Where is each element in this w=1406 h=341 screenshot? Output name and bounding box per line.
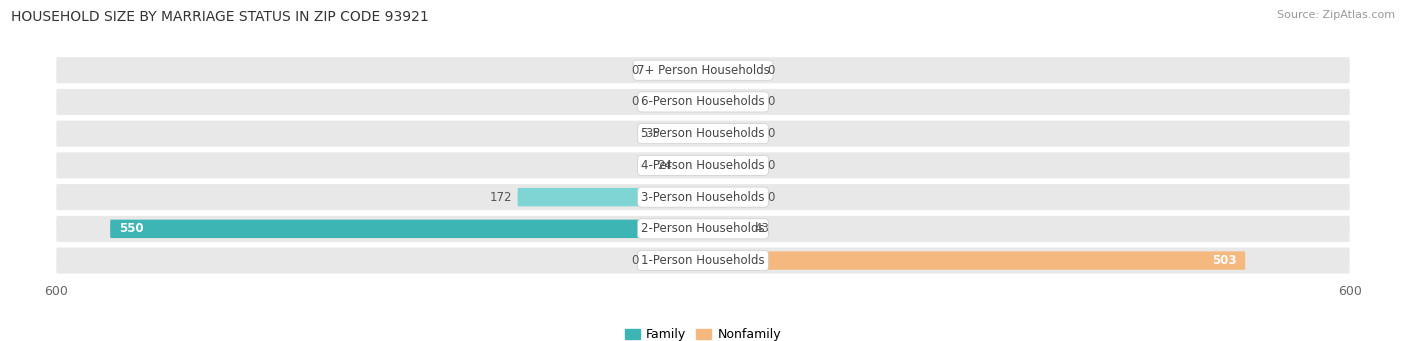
FancyBboxPatch shape <box>678 156 703 175</box>
FancyBboxPatch shape <box>703 156 762 175</box>
Text: Source: ZipAtlas.com: Source: ZipAtlas.com <box>1277 10 1395 20</box>
Text: 0: 0 <box>631 254 638 267</box>
FancyBboxPatch shape <box>56 152 1350 178</box>
Legend: Family, Nonfamily: Family, Nonfamily <box>620 324 786 341</box>
Text: 4-Person Households: 4-Person Households <box>641 159 765 172</box>
Text: 0: 0 <box>631 95 638 108</box>
Text: 35: 35 <box>645 127 659 140</box>
Text: 43: 43 <box>755 222 769 235</box>
Text: 6-Person Households: 6-Person Households <box>641 95 765 108</box>
Text: 0: 0 <box>768 95 775 108</box>
FancyBboxPatch shape <box>56 216 1350 242</box>
FancyBboxPatch shape <box>703 124 762 143</box>
FancyBboxPatch shape <box>703 93 762 111</box>
FancyBboxPatch shape <box>644 93 703 111</box>
Text: 5-Person Households: 5-Person Households <box>641 127 765 140</box>
Text: 1-Person Households: 1-Person Households <box>641 254 765 267</box>
Text: 2-Person Households: 2-Person Households <box>641 222 765 235</box>
FancyBboxPatch shape <box>665 124 703 143</box>
Text: 0: 0 <box>768 159 775 172</box>
FancyBboxPatch shape <box>56 121 1350 147</box>
Text: 0: 0 <box>768 127 775 140</box>
FancyBboxPatch shape <box>56 57 1350 83</box>
Text: 0: 0 <box>768 64 775 77</box>
Text: 550: 550 <box>118 222 143 235</box>
FancyBboxPatch shape <box>517 188 703 206</box>
FancyBboxPatch shape <box>644 61 703 79</box>
Text: 7+ Person Households: 7+ Person Households <box>637 64 769 77</box>
Text: 3-Person Households: 3-Person Households <box>641 191 765 204</box>
FancyBboxPatch shape <box>644 251 703 270</box>
Text: 0: 0 <box>768 191 775 204</box>
FancyBboxPatch shape <box>56 184 1350 210</box>
FancyBboxPatch shape <box>703 220 749 238</box>
Text: 503: 503 <box>1212 254 1237 267</box>
FancyBboxPatch shape <box>56 248 1350 273</box>
FancyBboxPatch shape <box>56 89 1350 115</box>
FancyBboxPatch shape <box>703 251 1246 270</box>
Text: HOUSEHOLD SIZE BY MARRIAGE STATUS IN ZIP CODE 93921: HOUSEHOLD SIZE BY MARRIAGE STATUS IN ZIP… <box>11 10 429 24</box>
Text: 172: 172 <box>489 191 512 204</box>
FancyBboxPatch shape <box>110 220 703 238</box>
FancyBboxPatch shape <box>703 61 762 79</box>
Text: 24: 24 <box>657 159 672 172</box>
Text: 0: 0 <box>631 64 638 77</box>
FancyBboxPatch shape <box>703 188 762 206</box>
